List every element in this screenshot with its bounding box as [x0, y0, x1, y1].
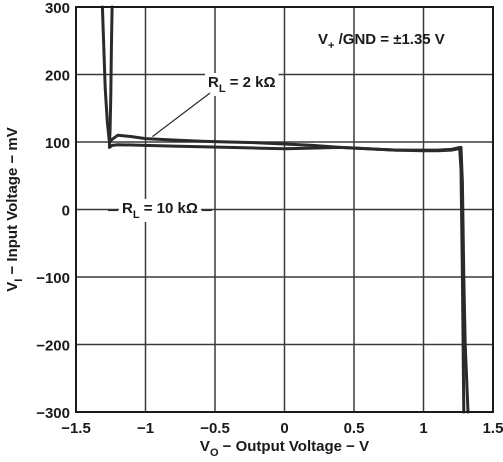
x-tick-label: 1	[419, 420, 427, 437]
y-tick-label: 300	[45, 0, 70, 17]
series-label-10k-background	[119, 199, 201, 222]
series-label-2k-r: R	[208, 74, 219, 91]
x-axis-title-main: V	[200, 438, 210, 455]
x-tick-label: 0	[280, 420, 288, 437]
x-tick-labels: −1.5 −1 −0.5 0 0.5 1 1.5	[61, 420, 503, 437]
x-tick-label: −1	[137, 420, 154, 437]
series-label-2k-background	[205, 73, 279, 96]
series-line-10k	[107, 5, 470, 414]
y-axis-title-rest: − Input Voltage − mV	[4, 127, 21, 278]
supply-annotation: V+ /GND = ±1.35 V	[318, 31, 445, 52]
series-label-10k-text: RL = 10 kΩ	[122, 200, 198, 221]
x-tick-label: 1.5	[483, 420, 503, 437]
x-axis-title: VO − Output Voltage − V	[200, 438, 369, 459]
y-axis-title-sub: I	[13, 279, 25, 282]
series-label-2k-sub: L	[219, 83, 226, 95]
y-axis-title: VI − Input Voltage − mV	[4, 127, 25, 292]
series-label-10k-rest: = 10 kΩ	[140, 200, 198, 217]
supply-annotation-v: V	[318, 31, 328, 48]
supply-annotation-sub: +	[328, 40, 334, 52]
series-label-2k-text: RL = 2 kΩ	[208, 74, 276, 95]
series-layer	[100, 5, 470, 414]
series-label-2k-leader	[152, 92, 211, 138]
x-tick-label: −0.5	[200, 420, 230, 437]
y-tick-label: 100	[45, 135, 70, 152]
series-label-10k-sub: L	[133, 209, 140, 221]
x-tick-label: 0.5	[344, 420, 365, 437]
x-axis-title-rest: − Output Voltage − V	[219, 438, 370, 455]
y-tick-label: 0	[62, 203, 70, 220]
x-tick-label: −1.5	[61, 420, 91, 437]
series-label-10k-r: R	[122, 200, 133, 217]
supply-annotation-rest: /GND = ±1.35 V	[334, 31, 444, 48]
x-axis-title-sub: O	[210, 447, 219, 459]
series-label-2k-rest: = 2 kΩ	[226, 74, 276, 91]
series-label-2k: RL = 2 kΩ	[152, 73, 279, 138]
y-axis-title-main: V	[4, 282, 21, 292]
y-tick-label: −100	[36, 270, 70, 287]
y-tick-labels: −300 −200 −100 0 100 200 300	[36, 0, 70, 422]
y-tick-label: 200	[45, 68, 70, 85]
plot-frame	[75, 6, 494, 413]
y-tick-label: −300	[36, 405, 70, 422]
y-tick-label: −200	[36, 338, 70, 355]
series-label-10k: RL = 10 kΩ	[108, 199, 212, 222]
